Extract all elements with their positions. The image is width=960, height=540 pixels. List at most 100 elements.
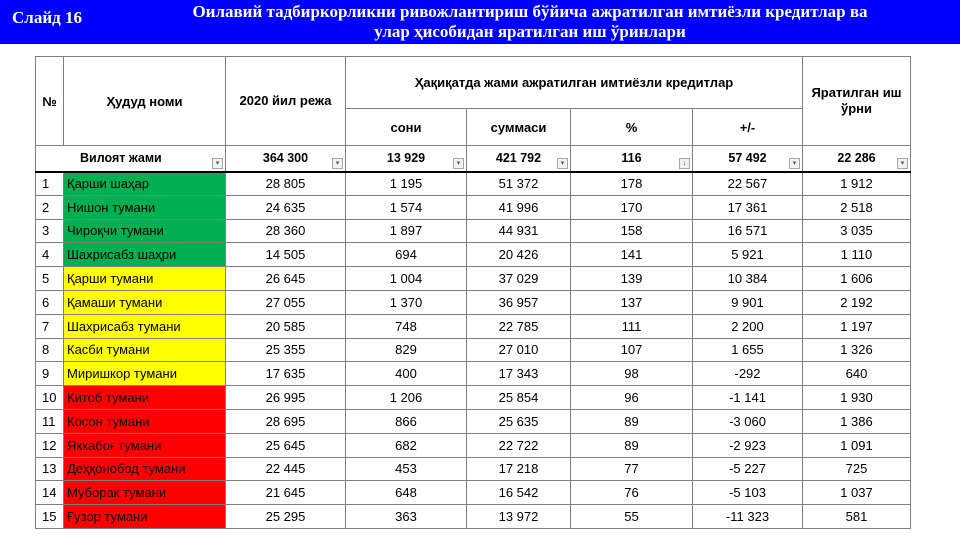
count-value[interactable]: 829 — [345, 337, 467, 363]
plan-value[interactable]: 20 585 — [225, 313, 346, 339]
diff-value[interactable]: -3 060 — [692, 408, 803, 434]
percent-value[interactable]: 76 — [570, 480, 693, 506]
percent-value[interactable]: 89 — [570, 408, 693, 434]
region-name[interactable]: Косон тумани — [63, 408, 226, 434]
count-value[interactable]: 682 — [345, 432, 467, 458]
diff-value[interactable]: 1 655 — [692, 337, 803, 363]
filter-dropdown-icon[interactable]: ▾ — [212, 157, 223, 169]
count-value[interactable]: 748 — [345, 313, 467, 339]
filter-dropdown-icon[interactable]: ▾ — [453, 157, 464, 169]
region-name[interactable]: Ғузор тумани — [63, 504, 226, 529]
count-value[interactable]: 1 574 — [345, 194, 467, 220]
total-jobs-cell[interactable]: 22 286 ▾ — [802, 145, 911, 173]
row-number[interactable]: 13 — [35, 456, 64, 482]
count-value[interactable]: 694 — [345, 242, 467, 268]
jobs-value[interactable]: 1 386 — [802, 408, 911, 434]
region-name[interactable]: Қарши шаҳар — [63, 171, 226, 196]
row-number[interactable]: 1 — [35, 171, 64, 196]
jobs-value[interactable]: 2 518 — [802, 194, 911, 220]
region-name[interactable]: Шахрисабз шаҳри — [63, 242, 226, 268]
region-name[interactable]: Миришкор тумани — [63, 361, 226, 387]
filter-dropdown-icon[interactable]: ▾ — [789, 157, 800, 169]
count-value[interactable]: 1 004 — [345, 266, 467, 291]
percent-value[interactable]: 137 — [570, 289, 693, 315]
plan-value[interactable]: 26 645 — [225, 266, 346, 291]
percent-value[interactable]: 77 — [570, 456, 693, 482]
percent-value[interactable]: 111 — [570, 313, 693, 339]
region-name[interactable]: Муборак тумани — [63, 480, 226, 506]
filter-dropdown-icon[interactable]: ▾ — [332, 157, 343, 169]
sum-value[interactable]: 20 426 — [466, 242, 571, 268]
count-value[interactable]: 453 — [345, 456, 467, 482]
jobs-value[interactable]: 1 197 — [802, 313, 911, 339]
diff-value[interactable]: -292 — [692, 361, 803, 387]
diff-value[interactable]: 2 200 — [692, 313, 803, 339]
region-name[interactable]: Шахрисабз тумани — [63, 313, 226, 339]
diff-value[interactable]: 10 384 — [692, 266, 803, 291]
sum-value[interactable]: 36 957 — [466, 289, 571, 315]
diff-value[interactable]: -1 141 — [692, 385, 803, 410]
region-name[interactable]: Нишон тумани — [63, 194, 226, 220]
row-number[interactable]: 2 — [35, 194, 64, 220]
plan-value[interactable]: 25 355 — [225, 337, 346, 363]
row-number[interactable]: 15 — [35, 504, 64, 529]
jobs-value[interactable]: 581 — [802, 504, 911, 529]
plan-value[interactable]: 24 635 — [225, 194, 346, 220]
percent-value[interactable]: 89 — [570, 432, 693, 458]
count-value[interactable]: 400 — [345, 361, 467, 387]
sum-value[interactable]: 17 343 — [466, 361, 571, 387]
jobs-value[interactable]: 1 110 — [802, 242, 911, 268]
row-number[interactable]: 10 — [35, 385, 64, 410]
percent-value[interactable]: 141 — [570, 242, 693, 268]
region-name[interactable]: Китоб тумани — [63, 385, 226, 410]
jobs-value[interactable]: 640 — [802, 361, 911, 387]
percent-value[interactable]: 139 — [570, 266, 693, 291]
total-plan-cell[interactable]: 364 300 ▾ — [225, 145, 346, 173]
row-number[interactable]: 3 — [35, 218, 64, 244]
plan-value[interactable]: 26 995 — [225, 385, 346, 410]
diff-value[interactable]: 16 571 — [692, 218, 803, 244]
diff-value[interactable]: 5 921 — [692, 242, 803, 268]
row-number[interactable]: 6 — [35, 289, 64, 315]
count-value[interactable]: 866 — [345, 408, 467, 434]
sum-value[interactable]: 17 218 — [466, 456, 571, 482]
plan-value[interactable]: 28 805 — [225, 171, 346, 196]
percent-value[interactable]: 158 — [570, 218, 693, 244]
sum-value[interactable]: 37 029 — [466, 266, 571, 291]
jobs-value[interactable]: 1 326 — [802, 337, 911, 363]
percent-value[interactable]: 178 — [570, 171, 693, 196]
plan-value[interactable]: 21 645 — [225, 480, 346, 506]
jobs-value[interactable]: 1 912 — [802, 171, 911, 196]
plan-value[interactable]: 22 445 — [225, 456, 346, 482]
region-name[interactable]: Қарши тумани — [63, 266, 226, 291]
total-sum-cell[interactable]: 421 792 ▾ — [466, 145, 571, 173]
count-value[interactable]: 1 195 — [345, 171, 467, 196]
row-number[interactable]: 14 — [35, 480, 64, 506]
region-name[interactable]: Касби тумани — [63, 337, 226, 363]
sum-value[interactable]: 22 785 — [466, 313, 571, 339]
sum-value[interactable]: 16 542 — [466, 480, 571, 506]
sum-value[interactable]: 41 996 — [466, 194, 571, 220]
total-label-cell[interactable]: Вилоят жами ▾ — [35, 145, 226, 173]
plan-value[interactable]: 25 295 — [225, 504, 346, 529]
plan-value[interactable]: 14 505 — [225, 242, 346, 268]
jobs-value[interactable]: 1 037 — [802, 480, 911, 506]
diff-value[interactable]: -5 227 — [692, 456, 803, 482]
total-diff-cell[interactable]: 57 492 ▾ — [692, 145, 803, 173]
sum-value[interactable]: 44 931 — [466, 218, 571, 244]
filter-dropdown-icon[interactable]: ▾ — [897, 157, 908, 169]
row-number[interactable]: 9 — [35, 361, 64, 387]
jobs-value[interactable]: 2 192 — [802, 289, 911, 315]
plan-value[interactable]: 28 695 — [225, 408, 346, 434]
percent-value[interactable]: 170 — [570, 194, 693, 220]
percent-value[interactable]: 98 — [570, 361, 693, 387]
plan-value[interactable]: 28 360 — [225, 218, 346, 244]
jobs-value[interactable]: 1 930 — [802, 385, 911, 410]
region-name[interactable]: Қамаши тумани — [63, 289, 226, 315]
jobs-value[interactable]: 1 091 — [802, 432, 911, 458]
total-count-cell[interactable]: 13 929 ▾ — [345, 145, 467, 173]
row-number[interactable]: 8 — [35, 337, 64, 363]
diff-value[interactable]: 17 361 — [692, 194, 803, 220]
jobs-value[interactable]: 3 035 — [802, 218, 911, 244]
sum-value[interactable]: 25 635 — [466, 408, 571, 434]
